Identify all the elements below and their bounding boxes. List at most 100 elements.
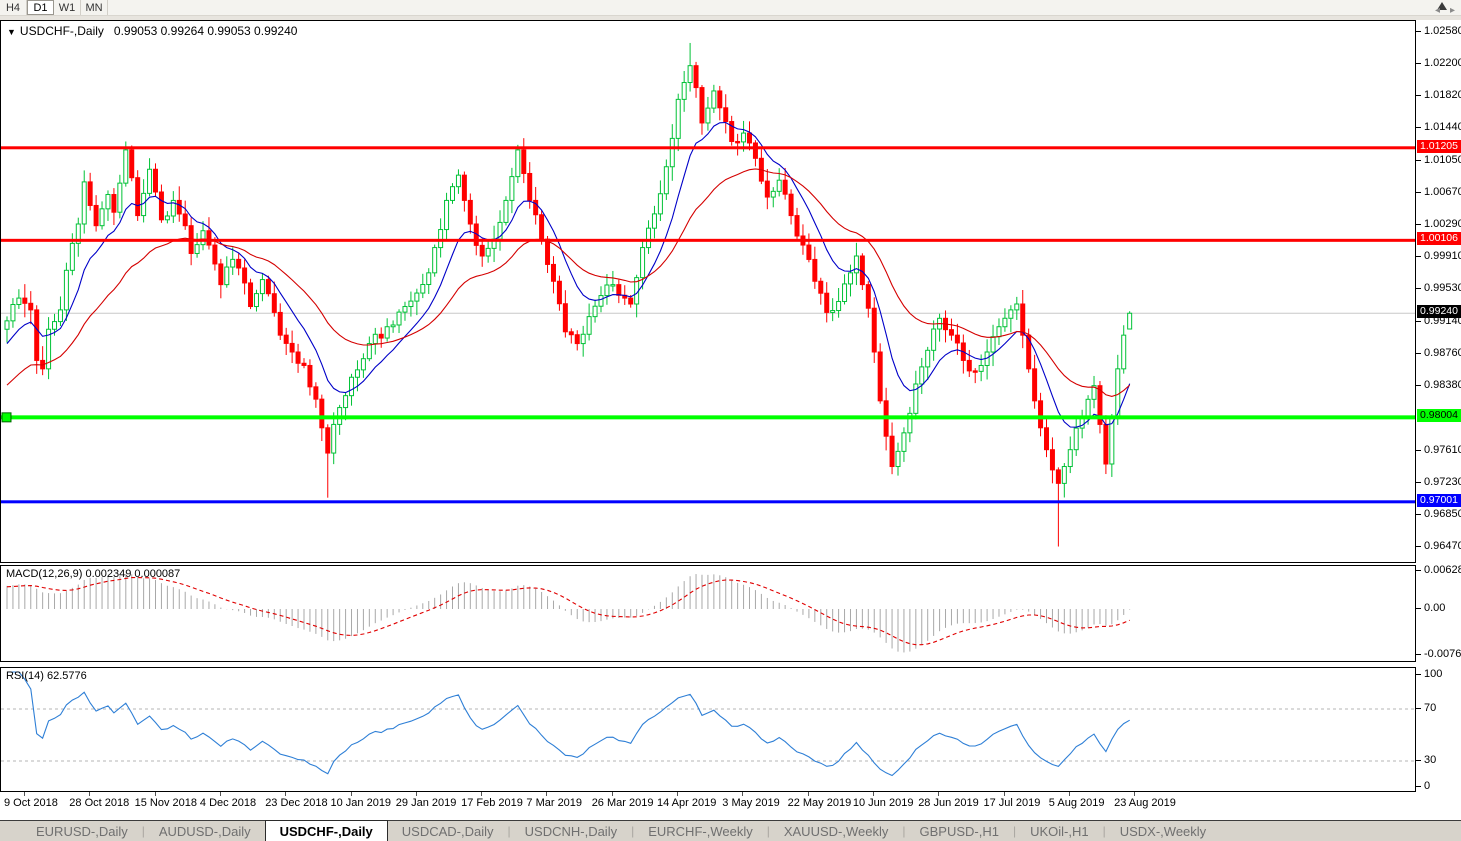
price-tick-label-tick [1416, 352, 1421, 354]
tab-separator: | [141, 824, 145, 838]
timeframe-button-d1[interactable]: D1 [27, 0, 54, 15]
macd-canvas[interactable] [1, 566, 1415, 661]
timeframe-toolbar: H4 D1 W1 MN [0, 0, 1461, 16]
chart-tab-xauusd-weekly[interactable]: XAUUSD-,Weekly [783, 823, 889, 839]
rsi-canvas[interactable] [1, 668, 1415, 791]
price-tick-label-tick [1416, 545, 1421, 547]
toolbar-overflow-icon[interactable] [1437, 2, 1447, 10]
date-label: 28 Oct 2018 [69, 797, 130, 809]
chart-tab-eurusd-daily[interactable]: EURUSD-,Daily [36, 823, 128, 839]
date-label: 7 Mar 2019 [526, 797, 583, 809]
chart-tab-gbpusd-h1[interactable]: GBPUSD-,H1 [919, 823, 999, 839]
date-label: 10 Jun 2019 [852, 797, 914, 809]
rsi-tick-label-tick [1416, 786, 1421, 787]
macd-tick-label: 0.00 [1424, 602, 1446, 614]
tab-scroll-arrows: ◂ ▸ [1435, 0, 1455, 21]
symbol-dropdown-icon[interactable]: ▼ [7, 27, 16, 37]
price-tick-label: 0.97230 [1424, 475, 1461, 488]
date-label: 23 Dec 2018 [265, 797, 328, 809]
macd-tick-label-tick [1416, 608, 1421, 609]
date-label: 28 Jun 2019 [918, 797, 979, 809]
price-tick-label-tick [1416, 287, 1421, 289]
rsi-panel[interactable]: RSI(14) 62.5776 [0, 667, 1416, 792]
price-scale[interactable]: 1.02580 1.02200 1.01820 1.01440 1.01050 1.006… [1416, 20, 1461, 792]
time-axis[interactable]: 9 Oct 2018 28 Oct 2018 15 Nov 2018 4 Dec 20… [0, 792, 1416, 819]
date-tick [24, 792, 25, 796]
date-label: 3 May 2019 [722, 797, 780, 809]
chart-tab-usdx-weekly[interactable]: USDX-,Weekly [1119, 823, 1207, 839]
date-label: 29 Jan 2019 [395, 797, 457, 809]
price-tick-label: 1.00670 [1424, 185, 1461, 198]
rsi-tick-label-tick [1416, 674, 1421, 675]
macd-panel[interactable]: MACD(12,26,9) 0.002349 0.000087 [0, 565, 1416, 662]
level-line [1, 500, 1415, 504]
price-tick-label: 1.01050 [1424, 153, 1461, 166]
main-chart-panel[interactable]: ▼ USDCHF-,Daily 0.99053 0.99264 0.99053 0.… [0, 20, 1416, 563]
level-line [1, 238, 1415, 242]
date-tick [611, 792, 613, 796]
tab-scroll-right-icon[interactable]: ▸ [1449, 5, 1455, 16]
date-label: 26 Mar 2019 [591, 797, 654, 809]
chart-tab-audusd-daily[interactable]: AUDUSD-,Daily [158, 823, 251, 839]
chart-tab-usdcad-daily[interactable]: USDCAD-,Daily [401, 823, 494, 839]
ma-fast-line [6, 121, 1131, 428]
price-tick-label: 1.02580 [1424, 25, 1461, 37]
date-tick [938, 792, 940, 796]
date-tick [89, 792, 91, 796]
date-tick [481, 792, 483, 796]
tab-scroll-left-icon[interactable]: ◂ [1434, 5, 1440, 16]
level-line [1, 415, 1415, 420]
tab-separator: | [902, 824, 906, 838]
price-chart-canvas[interactable] [1, 21, 1415, 562]
chart-tab-usdchf-daily[interactable]: USDCHF-,Daily [264, 820, 388, 841]
macd-label: MACD(12,26,9) 0.002349 0.000087 [6, 568, 181, 580]
price-tick-label: 1.01820 [1424, 88, 1461, 101]
price-tick-label-tick [1416, 481, 1421, 483]
date-tick [415, 792, 417, 796]
date-label: 14 Apr 2019 [657, 797, 717, 809]
rsi-tick-label: 70 [1424, 702, 1437, 714]
price-tick-label-tick [1416, 223, 1421, 225]
price-tick-label: 0.97610 [1424, 443, 1461, 456]
tab-separator: | [507, 824, 511, 838]
timeframe-button-w1[interactable]: W1 [54, 0, 81, 15]
date-label: 22 May 2019 [787, 797, 852, 809]
tab-separator: | [631, 824, 635, 838]
tab-separator: | [766, 824, 770, 838]
timeframe-button-h4[interactable]: H4 [0, 0, 27, 15]
chart-tab-eurchf-weekly[interactable]: EURCHF-,Weekly [648, 823, 753, 839]
date-tick [1134, 792, 1136, 796]
date-tick [219, 792, 221, 796]
date-label: 17 Feb 2019 [461, 797, 523, 809]
price-tick-label: 0.96470 [1424, 539, 1461, 552]
price-tick-label: 0.98760 [1424, 346, 1461, 359]
price-tick-label-tick [1416, 94, 1421, 96]
price-badge: 1.01205 [1417, 139, 1461, 153]
date-label: 15 Nov 2018 [134, 797, 197, 809]
rsi-label: RSI(14) 62.5776 [6, 670, 87, 682]
tab-separator: | [1012, 824, 1017, 838]
price-tick-label: 0.99530 [1424, 281, 1461, 294]
chart-tab-usdcnh-daily[interactable]: USDCNH-,Daily [524, 823, 618, 839]
date-label: 5 Aug 2019 [1048, 797, 1105, 809]
rsi-tick-label-tick [1416, 760, 1421, 761]
date-label: 9 Oct 2018 [4, 797, 58, 809]
price-tick-label-tick [1416, 255, 1421, 257]
chart-tab-ukoil-h1[interactable]: UKOil-,H1 [1030, 823, 1089, 839]
rsi-line [7, 671, 1130, 777]
date-tick [1068, 792, 1070, 796]
price-tick-label: 1.02200 [1424, 56, 1461, 69]
tab-separator: | [1102, 824, 1106, 838]
timeframe-button-mn[interactable]: MN [81, 0, 108, 15]
date-label: 10 Jan 2019 [330, 797, 392, 809]
date-tick [807, 792, 809, 796]
date-tick [154, 792, 156, 796]
chart-title: ▼ USDCHF-,Daily 0.99053 0.99264 0.99053 0.… [7, 24, 297, 38]
price-badge: 0.98004 [1417, 409, 1461, 423]
date-label: 4 Dec 2018 [199, 797, 257, 809]
price-tick-label-tick [1416, 62, 1421, 64]
date-label: 23 Aug 2019 [1114, 797, 1176, 809]
price-tick-label-tick [1416, 159, 1421, 161]
chart-tab-bar: EURUSD-,Daily | AUDUSD-,Daily USDCHF-,Daily… [0, 820, 1461, 841]
chart-symbol-label: USDCHF-,Daily [19, 24, 104, 38]
